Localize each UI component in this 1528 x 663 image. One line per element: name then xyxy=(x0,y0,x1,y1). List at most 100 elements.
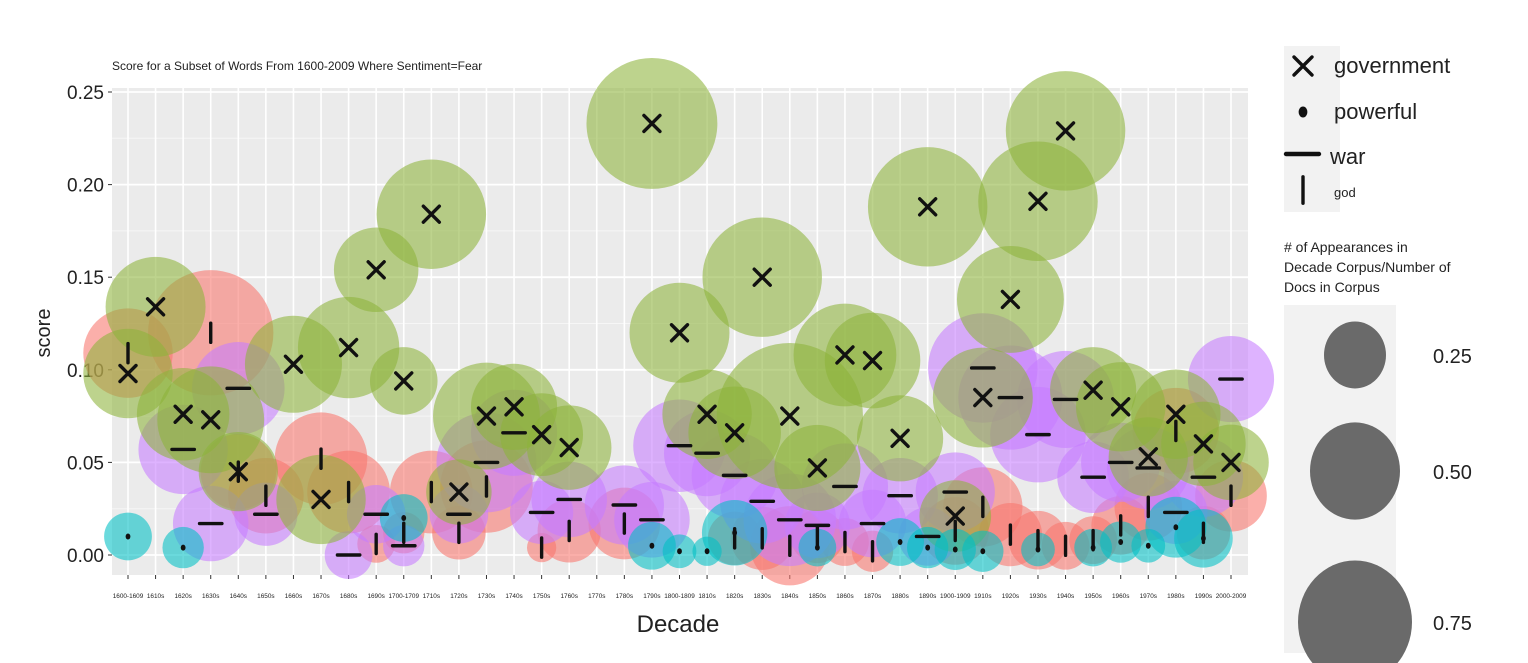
marker-government xyxy=(421,204,442,224)
legend-label: war xyxy=(1329,144,1365,169)
x-tick-label: 1650s xyxy=(257,593,274,600)
marker-government xyxy=(504,397,524,417)
y-tick-label: 0.20 xyxy=(67,176,104,197)
x-tick-label: 1810s xyxy=(698,593,715,600)
marker-powerful xyxy=(1118,539,1124,546)
x-tick-label: 1790s xyxy=(643,593,660,600)
marker-powerful xyxy=(704,548,710,555)
y-tick-label: 0.05 xyxy=(67,453,104,474)
x-tick-label: 1950s xyxy=(1084,593,1101,600)
x-tick-label: 1960s xyxy=(1112,593,1129,600)
x-tick-label: 1600-1609 xyxy=(113,593,144,600)
marker-powerful xyxy=(649,542,655,549)
y-tick-label: 0.25 xyxy=(67,83,104,104)
marker-powerful xyxy=(677,548,682,555)
marker-government xyxy=(201,410,221,430)
x-tick-label: 1800-1809 xyxy=(664,593,695,600)
marker-powerful xyxy=(401,514,407,521)
x-tick-label: 1680s xyxy=(340,593,357,600)
legend-label: government xyxy=(1334,53,1450,78)
marker-powerful xyxy=(1035,546,1041,553)
y-tick-label: 0.00 xyxy=(67,546,104,567)
x-tick-label: 1610s xyxy=(147,593,164,600)
x-tick-label: 1860s xyxy=(836,593,853,600)
x-tick-label: 1890s xyxy=(919,593,936,600)
marker-powerful xyxy=(125,533,131,540)
marker-powerful xyxy=(1173,524,1179,531)
marker-government xyxy=(1028,191,1048,211)
marker-powerful xyxy=(1201,535,1206,542)
marker-government xyxy=(476,406,497,426)
x-tick-label: 1660s xyxy=(285,593,302,600)
size-legend-circle xyxy=(1310,422,1400,520)
marker-government xyxy=(173,404,193,424)
x-tick-label: 2000-2009 xyxy=(1216,593,1247,600)
x-tick-label: 1760s xyxy=(560,593,577,600)
marker-government xyxy=(669,323,690,343)
x-tick-label: 1830s xyxy=(754,593,771,600)
x-tick-label: 1940s xyxy=(1057,593,1074,600)
x-tick-label: 1920s xyxy=(1002,593,1019,600)
marker-powerful xyxy=(925,544,931,551)
marker-government xyxy=(145,297,166,317)
marker-powerful xyxy=(1145,542,1151,549)
x-tick-label: 1630s xyxy=(202,593,219,600)
x-tick-label: 1770s xyxy=(588,593,605,600)
marker-government xyxy=(394,371,414,391)
marker-government xyxy=(559,437,579,458)
marker-government xyxy=(1111,397,1131,417)
marker-government xyxy=(697,404,717,424)
marker-government xyxy=(917,197,938,217)
marker-government xyxy=(973,387,993,408)
x-tick-label: 1750s xyxy=(533,593,550,600)
y-tick-label: 0.15 xyxy=(67,268,104,289)
x-tick-label: 1710s xyxy=(423,593,440,600)
x-tick-label: 1640s xyxy=(230,593,247,600)
size-legend-title: Docs in Corpus xyxy=(1284,279,1380,295)
x-tick-label: 1970s xyxy=(1140,593,1157,600)
marker-government xyxy=(1055,121,1076,141)
size-legend-label: 0.50 xyxy=(1433,462,1472,484)
legend-label: god xyxy=(1334,185,1356,200)
marker-powerful xyxy=(180,544,186,551)
marker-government xyxy=(283,354,304,374)
marker-government xyxy=(642,113,662,134)
x-tick-label: 1820s xyxy=(726,593,743,600)
legend-dot-icon xyxy=(1298,106,1308,118)
y-axis-label: score xyxy=(33,309,55,358)
marker-powerful xyxy=(1090,544,1096,551)
x-tick-label: 1700-1709 xyxy=(388,593,419,600)
marker-government xyxy=(1138,447,1158,467)
x-tick-label: 1840s xyxy=(781,593,798,600)
x-tick-label: 1990s xyxy=(1195,593,1212,600)
x-tick-label: 1720s xyxy=(450,593,467,600)
size-legend-circle xyxy=(1324,321,1386,389)
size-legend-label: 0.75 xyxy=(1433,613,1472,635)
marker-powerful xyxy=(897,539,903,546)
marker-government xyxy=(228,461,248,482)
marker-government xyxy=(890,428,910,449)
marker-government xyxy=(118,363,138,384)
legend-x-icon xyxy=(1292,55,1314,77)
x-tick-label: 1780s xyxy=(616,593,633,600)
y-axis: 0.000.050.100.150.200.25 xyxy=(67,83,112,567)
x-tick-label: 1670s xyxy=(312,593,329,600)
size-legend: # of Appearances in Decade Corpus/Number … xyxy=(1284,239,1472,663)
size-legend-title: Decade Corpus/Number of xyxy=(1284,259,1451,275)
marker-government xyxy=(945,506,965,526)
marker-government xyxy=(724,423,745,443)
marker-powerful xyxy=(980,548,986,555)
marker-powerful xyxy=(732,529,738,536)
x-tick-label: 1930s xyxy=(1029,593,1046,600)
size-legend-label: 0.25 xyxy=(1433,346,1472,368)
marker-government xyxy=(1083,380,1103,400)
marker-government xyxy=(752,267,772,287)
chart-title: Score for a Subset of Words From 1600-20… xyxy=(112,59,482,73)
x-tick-label: 1690s xyxy=(367,593,384,600)
marker-government xyxy=(366,260,386,280)
x-tick-label: 1870s xyxy=(864,593,881,600)
x-tick-label: 1980s xyxy=(1167,593,1184,600)
x-axis: 1600-1609 1610s 1620s 1630s 1640s 1650s 1660s 1… xyxy=(113,575,1247,600)
x-tick-label: 1620s xyxy=(174,593,191,600)
